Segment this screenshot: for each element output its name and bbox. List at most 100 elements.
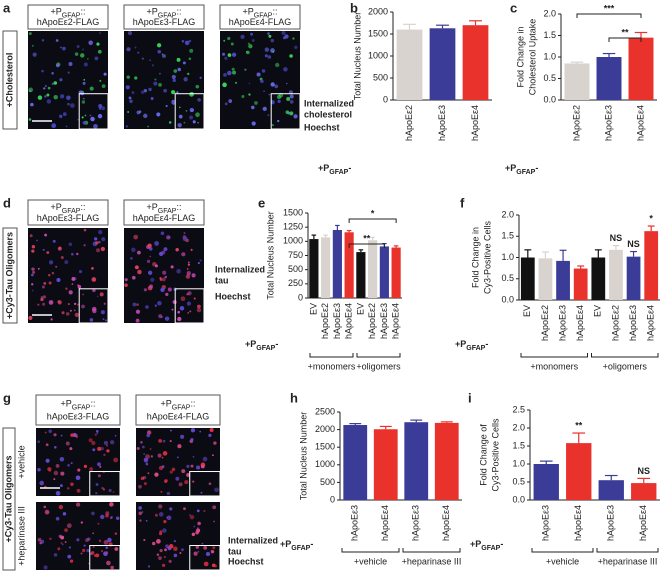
cell	[53, 478, 56, 480]
header-box	[35, 394, 121, 426]
panel-letter: h	[290, 390, 298, 405]
cell	[188, 57, 192, 61]
cell	[60, 434, 63, 437]
y-tick-label: 0.5	[512, 476, 525, 486]
cell	[200, 491, 203, 494]
cell	[60, 542, 63, 544]
cell	[227, 70, 232, 76]
gfap-sub: GFAP	[62, 13, 81, 20]
cell	[268, 34, 272, 38]
cell	[164, 548, 167, 552]
cell	[82, 97, 85, 100]
cell	[223, 39, 226, 42]
cell	[159, 530, 163, 534]
gfap-label: +PGFAP::	[51, 7, 86, 20]
cell	[154, 78, 157, 81]
cell	[161, 277, 166, 282]
cell	[195, 84, 200, 89]
cell	[183, 507, 186, 511]
inset	[174, 288, 205, 324]
cell	[81, 548, 86, 553]
cell	[190, 464, 194, 468]
bar	[626, 256, 641, 300]
cell	[54, 446, 57, 449]
cell	[166, 491, 171, 496]
error-bar	[577, 265, 585, 269]
cell	[173, 546, 178, 551]
cell	[94, 56, 99, 61]
sig-label: NS	[637, 466, 650, 476]
cell	[223, 73, 227, 77]
cell	[96, 42, 100, 46]
cell	[110, 565, 114, 570]
cell	[82, 81, 86, 85]
gfap-sub: GFAP	[254, 13, 273, 20]
cell	[39, 480, 45, 486]
cell	[208, 433, 212, 437]
cell	[294, 45, 298, 50]
gfap-suffix: ::	[176, 7, 181, 17]
cell	[141, 511, 144, 513]
cell	[41, 39, 45, 42]
cell	[137, 51, 140, 54]
header-box	[135, 394, 221, 426]
cell	[48, 281, 52, 285]
cell	[82, 48, 85, 51]
error-bar	[440, 421, 453, 423]
error-bar	[604, 474, 618, 481]
cell	[150, 97, 154, 100]
cell	[289, 99, 294, 104]
cell	[92, 288, 96, 293]
x-tick-label: hApoEε4	[470, 105, 480, 141]
cell	[195, 545, 199, 549]
cell	[224, 102, 228, 106]
cell	[93, 554, 97, 557]
cell	[55, 490, 61, 496]
gfap-label: +PGFAP-	[318, 163, 351, 176]
cell	[178, 482, 183, 487]
bar	[332, 230, 342, 298]
micrograph	[136, 428, 220, 496]
y-tick-label: 1.5	[512, 440, 525, 450]
cell	[94, 237, 98, 241]
cell	[83, 78, 86, 81]
cell	[76, 45, 80, 49]
counter-label: Hoechst	[228, 556, 264, 566]
sig-label: NS	[610, 233, 623, 243]
cell	[167, 287, 172, 292]
cell	[77, 303, 80, 306]
cell	[65, 441, 70, 446]
gfap-label: +PGFAP::	[243, 7, 278, 20]
x-tick-label: hApoEε2	[320, 303, 330, 339]
cell	[169, 470, 173, 474]
gfap-p: +P	[318, 163, 329, 173]
y-axis-label: Fold Change in	[515, 26, 525, 87]
sig-label: *	[371, 208, 375, 218]
error-bar	[358, 249, 364, 253]
gfap-sub: GFAP	[62, 208, 81, 215]
bar	[573, 268, 588, 300]
cell	[190, 248, 193, 251]
cell	[228, 99, 233, 103]
sig-bracket	[576, 13, 642, 18]
cell	[138, 110, 142, 114]
x-tick-label: hApoEε2	[610, 305, 620, 341]
cell	[42, 248, 45, 251]
cell	[140, 440, 143, 444]
cell	[178, 106, 181, 109]
bar	[596, 57, 622, 100]
cell	[199, 259, 202, 262]
x-tick-label: hApoEε4	[441, 505, 451, 541]
cell	[172, 103, 175, 105]
cell	[184, 40, 190, 46]
cell	[98, 32, 102, 35]
cell	[190, 428, 196, 433]
bar	[321, 237, 331, 298]
cell	[247, 42, 250, 45]
cell	[263, 90, 265, 93]
micrograph	[124, 228, 204, 323]
x-tick-label: hApoEε3	[541, 505, 551, 541]
sig-label: **	[575, 420, 583, 430]
cell	[84, 114, 87, 117]
bar	[564, 63, 590, 100]
